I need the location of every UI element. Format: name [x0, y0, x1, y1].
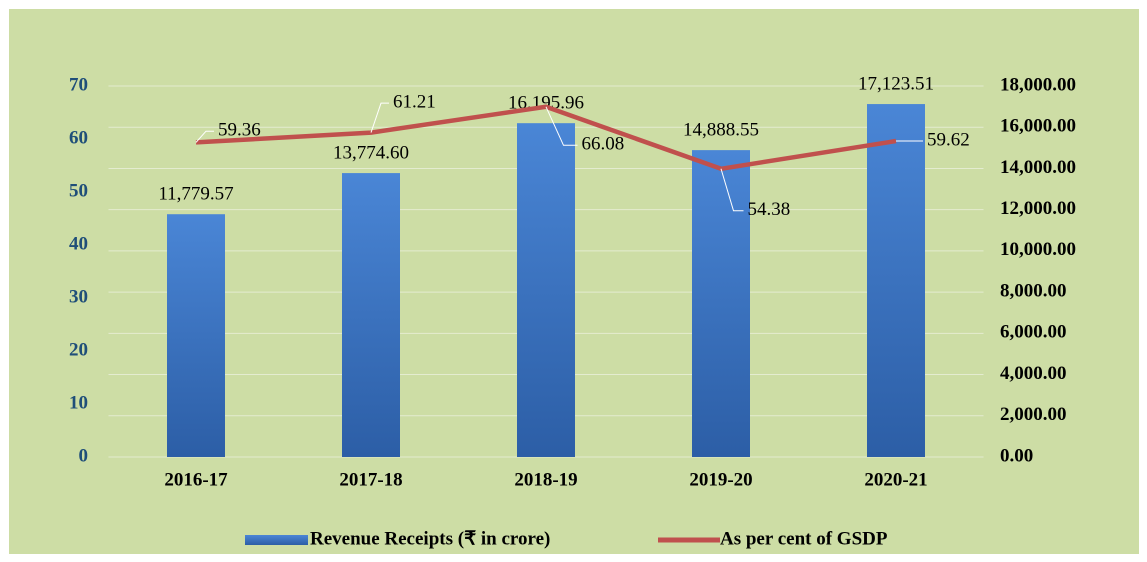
legend-label: As per cent of GSDP — [720, 528, 888, 549]
y2-tick-label: 0.00 — [1000, 445, 1033, 466]
y-tick-label: 70 — [69, 74, 88, 95]
y-tick-label: 40 — [69, 233, 88, 254]
y-tick-label: 50 — [69, 180, 88, 201]
x-tick-label: 2019-20 — [689, 469, 752, 490]
bar — [342, 173, 400, 457]
bar-value-label: 17,123.51 — [858, 73, 934, 94]
leader-line — [720, 168, 744, 212]
line-value-label: 59.62 — [927, 129, 970, 150]
line-value-label: 66.08 — [582, 134, 625, 155]
x-tick-label: 2016-17 — [164, 469, 228, 490]
leader-line — [370, 102, 389, 133]
bar — [867, 104, 925, 457]
y2-tick-label: 6,000.00 — [1000, 322, 1067, 343]
y-tick-label: 10 — [69, 392, 88, 413]
y-tick-label: 30 — [69, 286, 88, 307]
line-value-label: 54.38 — [748, 199, 791, 220]
legend-label: Revenue Receipts (₹ in crore) — [310, 528, 550, 549]
y2-tick-label: 8,000.00 — [1000, 280, 1067, 301]
y2-tick-label: 2,000.00 — [1000, 404, 1067, 425]
legend-swatch — [245, 535, 308, 545]
y2-tick-label: 10,000.00 — [1000, 239, 1076, 260]
y2-tick-label: 18,000.00 — [1000, 74, 1076, 95]
leader-line — [545, 106, 578, 146]
y-tick-label: 60 — [69, 127, 88, 148]
leader-line — [195, 130, 214, 143]
y2-tick-label: 4,000.00 — [1000, 363, 1067, 384]
y2-tick-label: 14,000.00 — [1000, 157, 1076, 178]
line-value-label: 61.21 — [393, 92, 436, 113]
x-tick-label: 2017-18 — [339, 469, 402, 490]
bar-value-label: 14,888.55 — [683, 119, 759, 140]
bar — [167, 214, 225, 457]
y-tick-label: 20 — [69, 339, 88, 360]
bar — [517, 123, 575, 458]
bar-value-label: 11,779.57 — [158, 184, 233, 205]
y2-tick-label: 12,000.00 — [1000, 198, 1076, 219]
y2-tick-label: 16,000.00 — [1000, 116, 1076, 137]
line-value-label: 59.36 — [218, 120, 261, 141]
y-tick-label: 0 — [79, 445, 89, 466]
bar — [692, 150, 750, 458]
bar-value-label: 13,774.60 — [333, 142, 409, 163]
x-tick-label: 2020-21 — [864, 469, 927, 490]
x-tick-label: 2018-19 — [514, 469, 577, 490]
